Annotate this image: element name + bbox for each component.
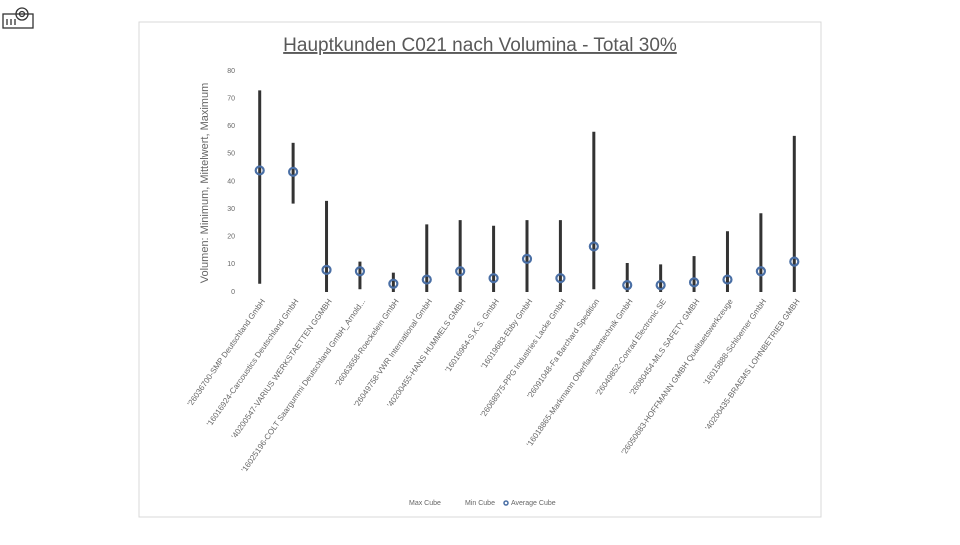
y-tick-label: 0 <box>231 289 235 296</box>
average-marker <box>388 278 399 289</box>
average-marker <box>555 273 566 284</box>
legend-label: Average Cube <box>511 500 556 507</box>
y-tick-label: 40 <box>227 178 235 185</box>
average-marker <box>521 253 533 264</box>
y-tick-label: 50 <box>227 151 235 158</box>
projector-icon <box>2 7 34 29</box>
y-tick-label: 30 <box>227 206 235 213</box>
average-marker <box>288 166 299 177</box>
chart-title: Hauptkunden C021 nach Volumina - Total 3… <box>283 35 677 56</box>
legend-marker <box>503 500 509 506</box>
y-tick-label: 20 <box>227 234 235 241</box>
average-marker <box>354 266 366 277</box>
average-marker <box>488 273 499 284</box>
average-marker <box>321 264 332 275</box>
legend-label: Max Cube <box>409 500 441 507</box>
average-marker <box>655 279 666 291</box>
chart-area <box>138 21 822 518</box>
average-marker <box>688 277 700 288</box>
average-marker <box>254 165 265 176</box>
average-marker <box>722 274 733 285</box>
y-tick-label: 10 <box>227 261 235 268</box>
average-marker <box>588 241 599 252</box>
legend-label: Min Cube <box>465 500 495 507</box>
y-tick-label: 60 <box>227 123 235 130</box>
average-marker <box>455 266 466 277</box>
average-marker <box>622 279 633 291</box>
average-marker <box>421 274 432 285</box>
average-marker <box>789 256 800 267</box>
average-marker <box>755 266 766 277</box>
y-axis-label: Volumen: Minimum, Mittelwert, Maximum <box>199 83 211 284</box>
y-tick-label: 80 <box>227 68 235 75</box>
y-tick-label: 70 <box>227 95 235 102</box>
